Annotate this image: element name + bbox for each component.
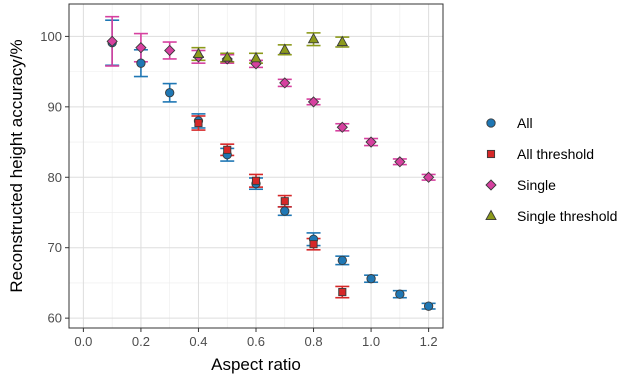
y-axis-ticks: 60 70 80 90 100 bbox=[40, 29, 69, 326]
point-all bbox=[395, 289, 405, 299]
y-tick-label: 60 bbox=[48, 311, 62, 326]
legend-key-all bbox=[486, 118, 496, 128]
point-all bbox=[366, 274, 376, 284]
point-all bbox=[136, 58, 146, 68]
markers bbox=[106, 32, 435, 311]
legend-label-single-threshold: Single threshold bbox=[517, 208, 617, 224]
x-axis-label: Aspect ratio bbox=[211, 355, 301, 374]
point-all-threshold bbox=[309, 240, 318, 249]
point-single-threshold bbox=[336, 35, 349, 47]
legend-label-all-threshold: All threshold bbox=[517, 146, 594, 162]
point-single-threshold bbox=[250, 51, 262, 63]
point-single bbox=[307, 96, 320, 108]
legend-key-all-threshold bbox=[486, 149, 496, 159]
point-single bbox=[279, 77, 291, 89]
point-single bbox=[394, 156, 406, 168]
x-tick-label: 1.0 bbox=[362, 334, 380, 349]
point-single bbox=[365, 136, 377, 148]
x-tick-label: 1.2 bbox=[420, 334, 438, 349]
x-tick-label: 0.0 bbox=[74, 334, 92, 349]
x-axis-ticks: 0.0 0.2 0.4 0.6 0.8 1.0 1.2 bbox=[74, 328, 438, 349]
point-single-threshold bbox=[307, 32, 320, 44]
legend-key-single-threshold bbox=[485, 209, 497, 221]
x-tick-label: 0.6 bbox=[247, 334, 265, 349]
y-tick-label: 100 bbox=[40, 29, 62, 44]
point-all bbox=[280, 206, 290, 216]
point-single-threshold bbox=[221, 51, 233, 62]
point-single bbox=[164, 44, 176, 57]
y-tick-label: 70 bbox=[48, 240, 62, 255]
point-single bbox=[135, 42, 147, 54]
y-axis-label: Reconstructed height accuracy/% bbox=[7, 39, 26, 292]
point-all-threshold bbox=[194, 118, 203, 128]
point-single-threshold bbox=[192, 47, 205, 59]
point-all bbox=[337, 255, 347, 266]
point-all-threshold bbox=[223, 145, 232, 154]
legend-label-all: All bbox=[517, 115, 533, 131]
y-tick-label: 80 bbox=[48, 170, 62, 185]
legend: All All threshold Single Single threshold bbox=[485, 115, 617, 224]
x-tick-label: 0.4 bbox=[189, 334, 207, 349]
point-all bbox=[423, 301, 434, 311]
x-tick-label: 0.2 bbox=[132, 334, 150, 349]
point-all bbox=[165, 88, 175, 98]
point-single bbox=[422, 171, 435, 183]
point-single bbox=[106, 35, 118, 47]
point-all-threshold bbox=[280, 197, 289, 206]
legend-key-single bbox=[485, 179, 497, 191]
point-single-threshold bbox=[279, 43, 291, 54]
point-single bbox=[336, 121, 348, 133]
x-tick-label: 0.8 bbox=[304, 334, 322, 349]
point-all-threshold bbox=[338, 288, 347, 297]
y-tick-label: 90 bbox=[48, 99, 62, 114]
point-all-threshold bbox=[251, 176, 261, 185]
legend-label-single: Single bbox=[517, 177, 556, 193]
